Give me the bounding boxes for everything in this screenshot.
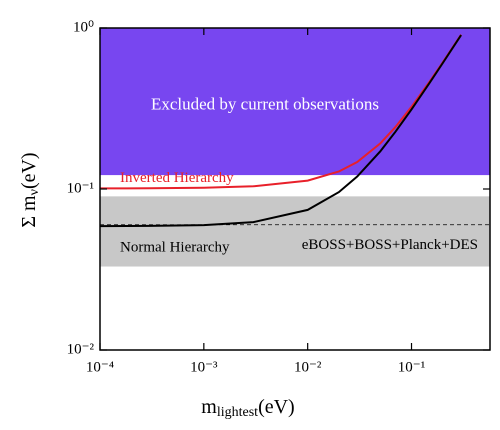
y-tick-label: 10⁰ (73, 19, 94, 35)
region (100, 28, 490, 176)
y-axis-label: Σ mν(eV) (18, 152, 43, 227)
y-tick-label: 10⁻¹ (67, 180, 94, 196)
region-label: Excluded by current observations (151, 94, 379, 113)
x-tick-label: 10⁻³ (190, 359, 218, 375)
region (100, 196, 490, 267)
x-tick-label: 10⁻¹ (398, 359, 425, 375)
region-label: eBOSS+BOSS+Planck+DES (302, 237, 478, 253)
series-label: Normal Hierarchy (120, 240, 230, 256)
line (100, 34, 462, 228)
x-tick-label: 10⁻⁴ (86, 359, 114, 375)
series-label: Inverted Hierarchy (120, 170, 234, 186)
y-tick-label: 10⁻² (67, 341, 95, 357)
x-tick-label: 10⁻² (294, 359, 322, 375)
x-axis-label: mlightest(eV) (201, 396, 294, 421)
